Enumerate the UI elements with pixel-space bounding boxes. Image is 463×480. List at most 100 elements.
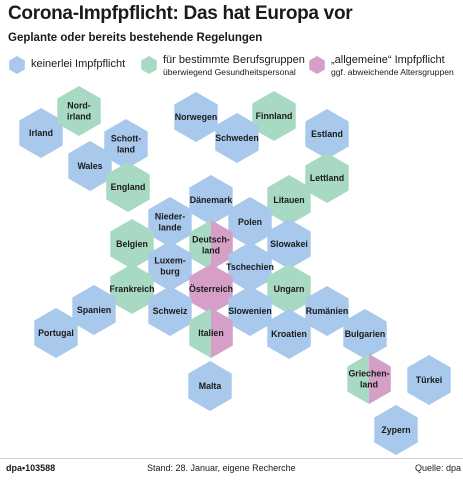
country-hex-wales: Wales [68,141,112,191]
country-hex-türkei: Türkei [407,355,451,405]
footer-source: Quelle: dpa [415,463,462,473]
country-hex-estland: Estland [305,109,349,159]
hex-shape [267,219,311,269]
hex-shape [104,119,148,169]
country-hex-belgien: Belgien [110,219,154,269]
legend-groups-note: überwiegend Gesundheitspersonal [163,67,296,77]
country-hex-deutschland: Deutsch-land [189,220,233,270]
country-label: Litauen [273,195,304,205]
country-hex-finnland: Finnland [252,91,296,141]
country-hex-zypern: Zypern [374,405,418,455]
hex-shape [174,92,218,142]
legend-groups: für bestimmte Berufsgruppen überwiegend … [163,54,305,78]
page-title: Corona-Impfpflicht: Das hat Europa vor [8,3,353,24]
swatch-shape [9,56,25,74]
hex-split-shape [211,308,233,358]
country-label: Lettland [310,173,344,183]
hex-shape [267,175,311,225]
country-label: Spanien [77,305,111,315]
country-label: burg [160,267,180,277]
hex-shape [228,197,272,247]
hex-shape [106,162,150,212]
country-hex-niederlande: Nieder-lande [148,197,192,247]
country-label: Wales [77,161,102,171]
country-label: irland [67,112,91,122]
hex-shape [374,405,418,455]
hex-shape [267,309,311,359]
country-label: Ungarn [274,284,305,294]
country-hex-lettland: Lettland [305,153,349,203]
country-label: Schott- [111,134,141,144]
country-hex-england: England [106,162,150,212]
country-label: Portugal [38,328,74,338]
legend-swatch-groups [141,56,157,74]
country-label: Malta [199,381,222,391]
hex-shape [34,308,78,358]
country-hex-griechenland: Griechen-land [347,354,391,404]
country-label: Schweden [215,133,259,143]
hex-shape [343,309,387,359]
hex-shape [252,91,296,141]
hex-shape [267,264,311,314]
hex-shape [189,175,233,225]
country-label: Frankreich [110,284,155,294]
swatch-shape [309,56,325,74]
hex-shape [72,285,116,335]
country-hexes: Irland Nord-irland Schott-land Wales England… [19,86,451,455]
country-hex-norwegen: Norwegen [174,92,218,142]
legend-none: keinerlei Impfpflicht [31,58,125,70]
hex-split-shape [369,354,391,404]
country-label: Slowenien [228,306,272,316]
country-hex-italien: Italien [189,308,233,358]
country-label: lande [159,223,182,233]
country-label: Irland [29,128,53,138]
country-hex-spanien: Spanien [72,285,116,335]
country-label: Dänemark [190,195,233,205]
hex-shape [110,264,154,314]
country-hex-frankreich: Frankreich [110,264,155,314]
country-hex-litauen: Litauen [267,175,311,225]
country-label: land [360,380,378,390]
country-hex-schweiz: Schweiz [148,286,192,336]
country-label: Griechen- [348,369,389,379]
country-label: Nieder- [155,212,185,222]
country-label: Rumänien [306,306,349,316]
country-label: Luxem- [154,256,185,266]
hex-split-shape [211,220,233,270]
country-hex-tschechien: Tschechien [226,242,274,292]
country-hex-portugal: Portugal [34,308,78,358]
country-hex-dänemark: Dänemark [189,175,233,225]
country-hex-irland: Irland [19,108,63,158]
country-hex-luxemburg: Luxem-burg [148,241,192,291]
hex-shape [110,219,154,269]
footer-note: Stand: 28. Januar, eigene Recherche [147,463,296,473]
hex-shape [19,108,63,158]
hex-shape [188,361,232,411]
hex-shape [228,286,272,336]
country-hex-nordirland: Nord-irland [57,86,101,136]
hex-shape [305,109,349,159]
legend-swatch-none [9,56,25,74]
legend-none-label: keinerlei Impfpflicht [31,58,126,70]
country-label: Finnland [256,111,293,121]
hex-shape [148,241,192,291]
country-label: Tschechien [226,262,274,272]
country-hex-schweden: Schweden [215,113,259,163]
hex-shape [57,86,101,136]
country-label: Schweiz [153,306,188,316]
legend-swatch-general [309,56,325,74]
legend-general-note: ggf. abweichende Altersgruppen [331,67,454,77]
hex-shape [215,113,259,163]
page-subtitle: Geplante oder bereits bestehende Regelun… [8,32,263,44]
country-label: Türkei [416,375,442,385]
country-hex-polen: Polen [228,197,272,247]
hex-shape [148,197,192,247]
country-label: land [117,145,135,155]
country-label: Zypern [381,425,410,435]
country-hex-slowenien: Slowenien [228,286,272,336]
country-hex-österreich: Österreich [189,264,233,314]
country-label: Deutsch- [192,235,230,245]
swatch-shape [141,56,157,74]
hex-shape [189,264,233,314]
